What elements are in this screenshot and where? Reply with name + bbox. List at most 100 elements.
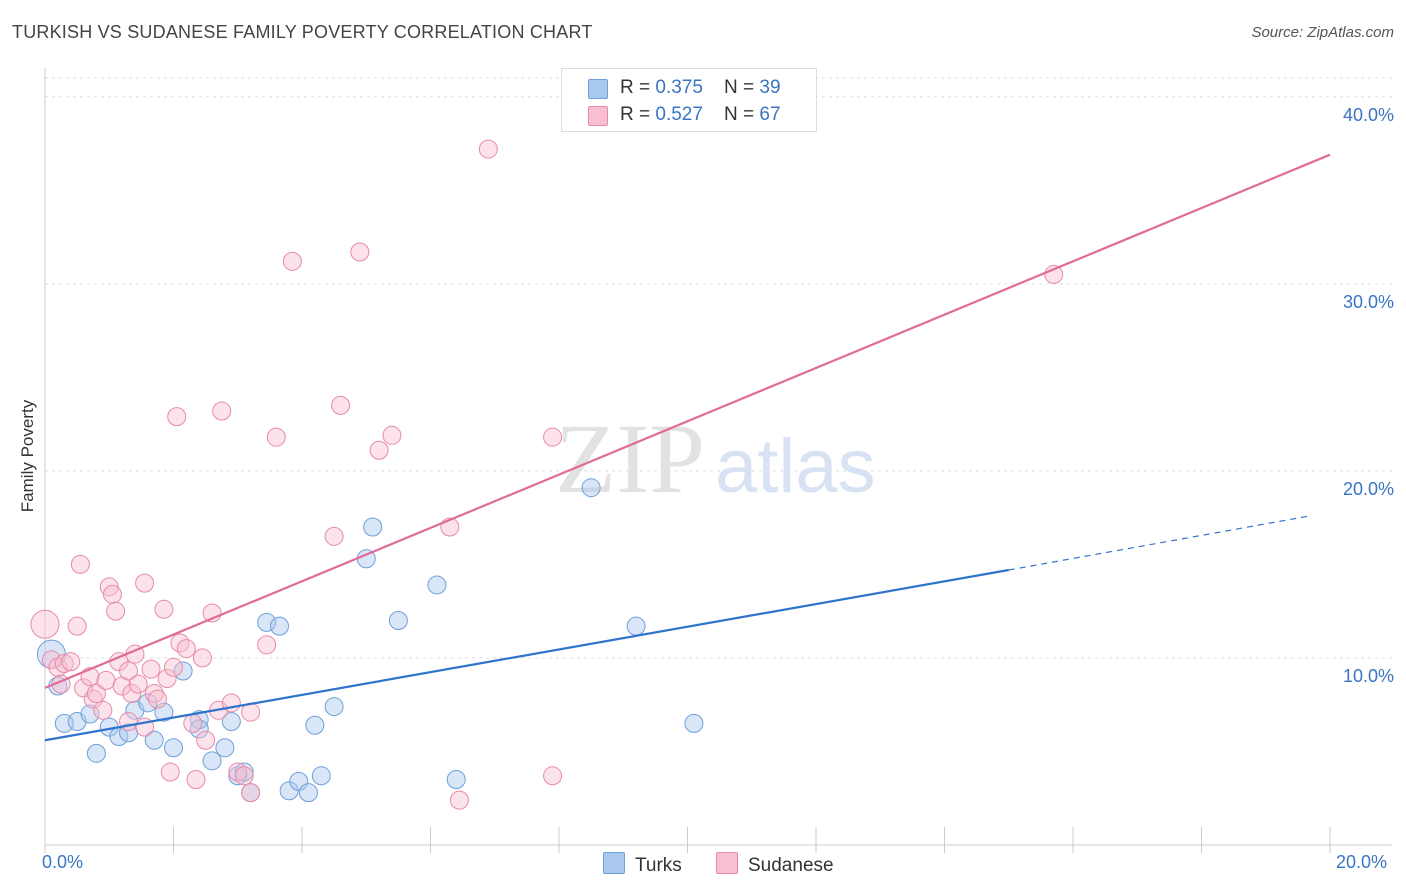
sudanese-point: [102, 584, 122, 604]
axes: [44, 68, 1392, 853]
sudanese-point: [160, 762, 180, 782]
watermark-atlas: atlas: [715, 424, 876, 509]
sudanese-point: [234, 766, 254, 786]
turks-point: [684, 713, 704, 733]
sudanese-point: [266, 427, 286, 447]
legend-swatch-sudanese: [588, 106, 608, 126]
sudanese-point: [543, 766, 563, 786]
turks-point: [221, 712, 241, 732]
bottom-legend-swatch-sudanese: [716, 852, 738, 874]
legend-n-value-sudanese: 67: [759, 104, 781, 125]
sudanese-point: [350, 242, 370, 262]
sudanese-point: [67, 616, 87, 636]
y-tick-label: 10.0%: [1342, 665, 1394, 686]
sudanese-point: [192, 648, 212, 668]
sudanese-point: [212, 401, 232, 421]
turks-point: [270, 616, 290, 636]
turks-point: [289, 771, 309, 791]
legend-n-label: N =: [724, 77, 760, 98]
sudanese-point: [61, 652, 81, 672]
legend-r-label: R =: [620, 104, 656, 125]
sudanese-point: [282, 251, 302, 271]
turks-trend-extension: [1008, 515, 1311, 571]
turks-point: [86, 743, 106, 763]
turks-point: [446, 770, 466, 790]
sudanese-point: [167, 407, 187, 427]
legend-swatch-turks: [588, 79, 608, 99]
turks-trend-line: [44, 568, 1009, 742]
sudanese-point: [86, 683, 106, 703]
legend-r-value-sudanese: 0.527: [655, 104, 703, 125]
correlation-legend: R = 0.375 N = 39 R = 0.527 N = 67: [561, 68, 817, 132]
turks-point: [388, 611, 408, 631]
sudanese-point: [164, 657, 183, 677]
turks-point: [164, 738, 183, 758]
sudanese-point: [135, 573, 155, 593]
sudanese-point: [144, 683, 164, 703]
sudanese-point: [183, 713, 203, 733]
bottom-legend-label-sudanese: Sudanese: [748, 855, 834, 876]
y-tick-label: 30.0%: [1342, 291, 1394, 312]
turks-point: [173, 661, 193, 681]
turks-point: [626, 616, 646, 636]
sudanese-point: [449, 790, 469, 810]
sudanese-point: [41, 650, 61, 670]
turks-point: [257, 612, 277, 632]
sudanese-point: [96, 670, 116, 690]
sudanese-point: [83, 689, 103, 709]
sudanese-point: [122, 683, 142, 703]
sudanese-point: [241, 783, 261, 803]
legend-n-label: N =: [724, 104, 760, 125]
sudanese-point: [369, 440, 389, 460]
x-tick-label-min: 0.0%: [42, 852, 84, 872]
turks-point: [363, 517, 383, 537]
sudanese-point: [119, 661, 139, 681]
turks-point: [305, 715, 325, 735]
sudanese-point: [176, 639, 196, 659]
x-tick-label-max: 20.0%: [1336, 852, 1388, 872]
sudanese-point: [382, 425, 402, 445]
bottom-legend-label-turks: Turks: [635, 855, 682, 876]
turks-point: [324, 697, 344, 717]
bottom-legend-turks: Turks: [603, 852, 682, 877]
legend-r-value-turks: 0.375: [655, 77, 703, 98]
sudanese-point: [154, 599, 174, 619]
legend-n-value-turks: 39: [759, 77, 781, 98]
sudanese-point: [74, 678, 94, 698]
turks-point: [215, 738, 235, 758]
sudanese-point: [93, 700, 113, 720]
sudanese-point: [147, 689, 167, 709]
sudanese-point: [186, 770, 206, 790]
sudanese-point: [228, 762, 248, 782]
sudanese-point: [54, 654, 74, 674]
bottom-legend-swatch-turks: [603, 852, 625, 874]
turks-point: [80, 704, 100, 724]
sudanese-point: [478, 139, 498, 159]
bottom-legend-sudanese: Sudanese: [716, 852, 834, 877]
sudanese-point: [257, 635, 277, 655]
legend-r-label: R =: [620, 77, 656, 98]
sudanese-point: [1044, 264, 1064, 284]
turks-point: [144, 730, 164, 750]
sudanese-point: [196, 730, 216, 750]
trend-lines: [44, 153, 1331, 742]
turks-point: [298, 783, 318, 803]
chart-title: TURKISH VS SUDANESE FAMILY POVERTY CORRE…: [12, 22, 593, 42]
watermark: ZIP atlas: [555, 403, 876, 514]
y-tick-label: 20.0%: [1342, 478, 1394, 499]
sudanese-trend-line: [44, 153, 1331, 689]
sudanese-point: [48, 657, 68, 677]
sudanese-point: [141, 659, 161, 679]
watermark-zip: ZIP: [555, 403, 705, 514]
turks-point: [202, 751, 222, 771]
y-tick-label: 40.0%: [1342, 104, 1394, 125]
data-points: [30, 139, 1064, 810]
sudanese-point: [128, 674, 148, 694]
sudanese-point: [543, 427, 563, 447]
sudanese-point: [70, 554, 90, 574]
sudanese-point: [324, 526, 344, 546]
sudanese-point: [119, 712, 139, 732]
turks-point: [138, 693, 158, 713]
source-credit: Source: ZipAtlas.com: [1251, 24, 1394, 41]
